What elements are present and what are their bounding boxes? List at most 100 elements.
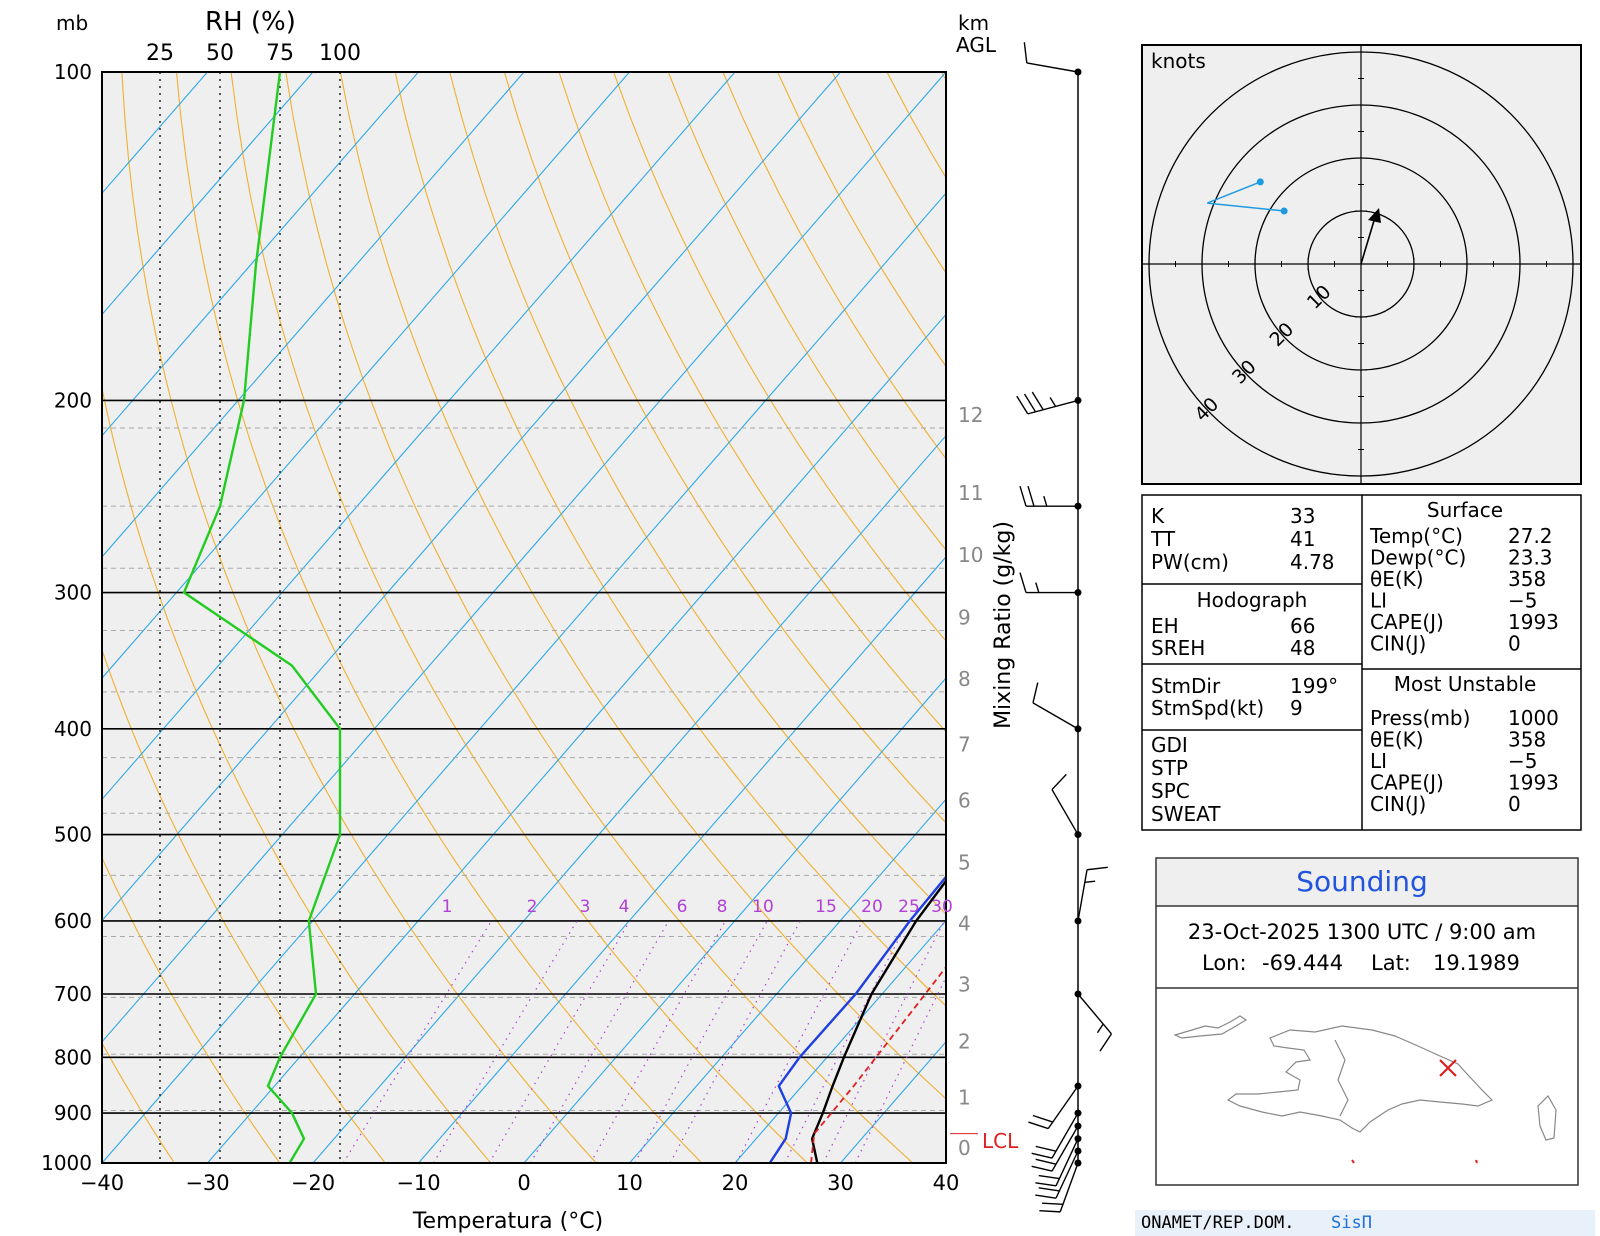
mixing-ratio-tick-label: 1 [442,897,453,917]
wind-barb-feather [1031,391,1044,411]
most-unstable-index-label: θE(K) [1370,728,1424,752]
skewt-axes: mb RH (%) km AGL Temperatura (°C) Mixing… [41,7,1019,1234]
isotherm [102,72,841,922]
pressure-tick-label: 500 [54,823,92,847]
lon-value: -69.444 [1262,951,1343,975]
storm-index-value: 9 [1290,696,1303,720]
km-tick-label: 3 [958,972,971,996]
isotherm [734,919,946,1163]
index-value: 33 [1290,504,1315,528]
footer-system-name: SisΠ [1331,1213,1372,1233]
km-tick-label: 8 [958,667,971,691]
mixing-ratio-line [822,920,945,1163]
storm-index-value: 199° [1290,674,1338,698]
km-tick-label: 0 [958,1136,971,1160]
wind-barb-shaft [1047,1085,1079,1129]
km-tick-label: 1 [958,1085,971,1109]
wind-barb-feather [1042,1202,1063,1206]
dry-adiabat [102,856,281,1163]
storm-motion-arrowhead [1368,208,1381,223]
dry-adiabat [339,72,946,1100]
index-value: 4.78 [1290,550,1335,574]
wind-barb-half-feather [1084,880,1096,884]
mixing-ratio-tick-label: 3 [580,897,591,917]
wind-barb-feather [1032,682,1039,704]
hodograph-index-label: EH [1151,614,1179,638]
wind-barb-feather [1086,866,1108,871]
mixing-ratio-line [342,920,492,1163]
wind-barb-feather [1019,572,1027,593]
hodograph-trace-point [1280,207,1288,215]
isotherm [418,556,946,1163]
wind-barb [1031,1109,1082,1159]
wind-barb-feather [1035,1194,1057,1199]
surface-index-label: Temp(°C) [1369,524,1463,548]
wind-barb [1074,990,1113,1052]
most-unstable-index-value: 358 [1508,728,1546,752]
station-marker [1439,1059,1457,1077]
mixing-ratio-line [854,976,946,1163]
pressure-axis-label: mb [56,11,88,35]
rh-tick-label: 50 [206,41,234,66]
isotherm [102,72,736,801]
isotherm [102,72,314,316]
wind-barb-shaft [1055,1138,1079,1187]
wind-barb-shaft [1032,702,1079,730]
wind-barb [1051,773,1082,839]
hodograph-trace [1207,181,1285,212]
isotherm [207,313,946,1163]
hodograph-trace-point [1256,178,1264,186]
mixing-ratio-tick-label: 8 [717,897,728,917]
km-tick-label: 9 [958,605,971,629]
wind-barb-feather [1035,1158,1057,1165]
wind-barb-shaft [1026,62,1079,73]
temperature-tick-label: −10 [396,1171,440,1195]
wind-barb-feather [1038,1187,1060,1192]
dry-adiabat [102,648,386,1163]
isotherm [312,434,946,1163]
sounding-datetime: 23-Oct-2025 1300 UTC / 9:00 am [1188,920,1536,944]
wind-barb-feather [1028,1121,1049,1130]
km-axis-label: km [958,11,989,35]
isotherm [629,798,946,1163]
mixing-ratio-axis-label: Mixing Ratio (g/kg) [991,521,1016,729]
mixing-ratio-tick-label: 30 [931,897,953,917]
pressure-tick-label: 100 [54,60,92,84]
wind-barb-column [1016,42,1113,1213]
parcel-line [810,965,946,1163]
km-tick-label: 11 [958,481,983,505]
storm-index-label: StmDir [1151,674,1221,698]
pressure-tick-label: 900 [54,1101,92,1125]
most-unstable-index-label: CIN(J) [1370,792,1426,816]
wind-barb-shaft [1077,993,1112,1035]
surface-section-title: Surface [1427,498,1503,522]
isotherm [102,192,946,1163]
surface-index-label: Dewp(°C) [1370,546,1466,570]
most-unstable-index-label: CAPE(J) [1370,771,1444,795]
wind-barb [1031,1122,1082,1172]
wind-barb-shaft [1059,1162,1079,1213]
temperature-tick-label: −20 [291,1171,335,1195]
background-lines [102,72,946,1163]
wind-barb-feather [1038,1174,1060,1180]
pressure-tick-label: 1000 [41,1151,92,1175]
wind-barb [1019,485,1082,510]
wind-barb-half-feather [1035,582,1040,593]
mixing-ratio-line [784,920,909,1163]
wind-barb-half-feather [1049,397,1057,407]
surface-index-value: −5 [1508,589,1537,613]
km-tick-label: 12 [958,403,983,427]
isotherm [102,72,419,437]
most-unstable-index-label: LI [1370,749,1387,773]
index-label: PW(cm) [1151,550,1229,574]
lat-label: Lat: [1371,951,1411,975]
hodograph-units-label: knots [1151,49,1206,73]
surface-index-value: 0 [1508,632,1521,656]
skewt-panel [101,71,947,1164]
surface-index-value: 23.3 [1508,546,1553,570]
mixing-ratio-tick-label: 10 [752,897,774,917]
km-tick-label: 2 [958,1029,971,1053]
mixing-ratio-line [488,920,631,1163]
isotherm [102,72,630,679]
index-label: TT [1150,527,1176,551]
